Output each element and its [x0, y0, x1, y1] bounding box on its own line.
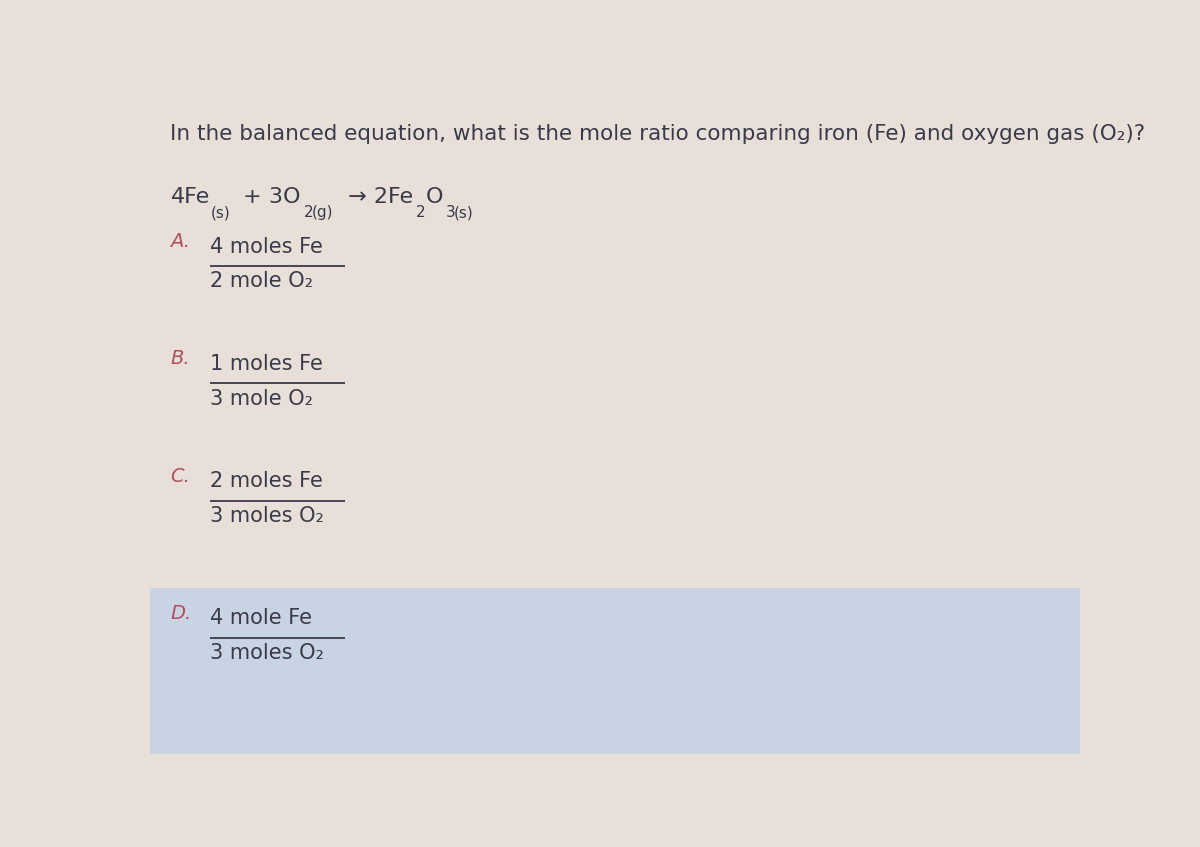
- FancyBboxPatch shape: [150, 588, 1080, 754]
- Text: 1 moles Fe: 1 moles Fe: [210, 354, 323, 374]
- Text: 4 moles Fe: 4 moles Fe: [210, 236, 323, 257]
- Text: B.: B.: [170, 350, 190, 368]
- Text: 3 moles O₂: 3 moles O₂: [210, 506, 324, 526]
- Text: (s): (s): [454, 205, 474, 220]
- Text: 3 moles O₂: 3 moles O₂: [210, 643, 324, 663]
- Text: (s): (s): [210, 205, 230, 220]
- Text: 2: 2: [304, 205, 313, 220]
- Text: 3 mole O₂: 3 mole O₂: [210, 389, 313, 408]
- Text: (g): (g): [312, 205, 334, 220]
- Text: A.: A.: [170, 232, 191, 251]
- Text: 4Fe: 4Fe: [170, 186, 210, 207]
- Text: 4 mole Fe: 4 mole Fe: [210, 608, 312, 628]
- Text: 3: 3: [445, 205, 456, 220]
- Text: In the balanced equation, what is the mole ratio comparing iron (Fe) and oxygen : In the balanced equation, what is the mo…: [170, 125, 1146, 145]
- Text: D.: D.: [170, 604, 192, 623]
- Text: 2: 2: [416, 205, 426, 220]
- Text: C.: C.: [170, 467, 191, 486]
- Text: → 2Fe: → 2Fe: [341, 186, 413, 207]
- Text: 2 moles Fe: 2 moles Fe: [210, 472, 323, 491]
- Text: + 3O: + 3O: [235, 186, 300, 207]
- Text: 2 mole O₂: 2 mole O₂: [210, 271, 313, 291]
- Text: O: O: [426, 186, 444, 207]
